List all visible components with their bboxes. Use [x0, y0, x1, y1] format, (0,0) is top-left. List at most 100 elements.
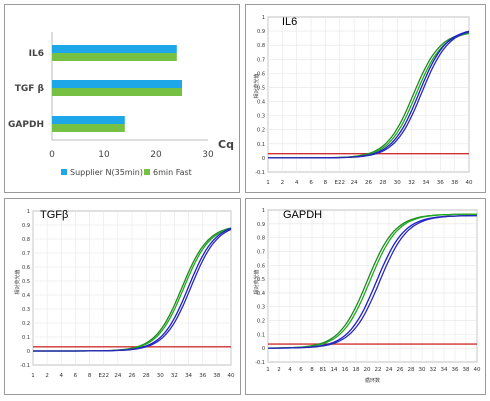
x-tick-label: 30	[419, 367, 426, 373]
y-tick-label: 0.1	[257, 332, 265, 338]
y-tick-label: 0.7	[257, 249, 265, 255]
x-tick-label: 1	[31, 373, 35, 379]
y-tick-label: 0.9	[257, 222, 265, 228]
tgfb-amplification-chart: -0.100.10.20.30.40.50.60.70.80.911 2 4 6 8 E2…	[14, 209, 235, 379]
x-tick-label: 4	[295, 180, 299, 186]
bar-fast-2	[52, 124, 125, 132]
y-tick-label: 0.7	[257, 57, 265, 63]
y-tick-label: 0	[27, 349, 30, 355]
x-tick-label: 20	[364, 367, 371, 373]
x-tick-label: 2	[277, 367, 281, 373]
x-tick-label: 38	[213, 373, 220, 379]
y-tick-label: 0	[262, 346, 265, 352]
x-axis-label: 循环数	[365, 377, 380, 384]
x-tick-label: 32	[430, 367, 437, 373]
bar-fast-1	[52, 88, 182, 96]
legend-swatch-1	[144, 169, 150, 175]
y-tick-label: 1	[262, 15, 265, 21]
bar-fast-0	[52, 53, 177, 61]
x-tick-label: 26	[397, 367, 404, 373]
x-tick-label: 38	[451, 180, 458, 186]
x-tick-label: 40	[228, 373, 235, 379]
y-tick-label: 0.8	[257, 236, 265, 242]
x-tick-label: 0	[49, 150, 55, 160]
y-tick-label: -0.1	[20, 363, 30, 369]
x-tick-label: 8	[310, 367, 314, 373]
legend-label: 6min Fast	[153, 168, 192, 177]
y-tick-label: 0.2	[257, 128, 265, 134]
x-tick-label: 6	[309, 180, 313, 186]
x-tick-label: 8	[88, 373, 92, 379]
x-tick-label: 30	[394, 180, 401, 186]
y-tick-label: 0.6	[257, 71, 265, 77]
y-axis-label: 相对荧光值	[253, 73, 260, 98]
y-tick-label: 0	[262, 156, 265, 162]
y-tick-label: 0.4	[22, 293, 30, 299]
x-tick-label: 40	[466, 180, 473, 186]
y-tick-label: 0.7	[22, 251, 30, 257]
y-tick-label: 0.2	[22, 321, 30, 327]
bar-supplier-1	[52, 80, 182, 88]
x-tick-label: 6	[299, 367, 303, 373]
amplification-curve-3	[268, 214, 478, 349]
chart-title: TGFβ	[40, 209, 68, 221]
y-tick-label: 0.6	[257, 263, 265, 269]
x-tick-label: 24	[114, 373, 121, 379]
amplification-curve-3	[268, 31, 470, 159]
x-tick-label: 34	[422, 180, 429, 186]
y-tick-label: 0.9	[22, 223, 30, 229]
x-tick-label: 14	[331, 367, 338, 373]
x-tick-label: 28	[408, 367, 415, 373]
x-tick-label: 36	[437, 180, 444, 186]
y-tick-label: 0.3	[257, 114, 265, 120]
x-tick-label: 10	[98, 150, 110, 160]
x-tick-label: 26	[129, 373, 136, 379]
x-tick-label: 32	[408, 180, 415, 186]
x-tick-label: 30	[157, 373, 164, 379]
y-tick-label: 0.5	[257, 85, 265, 91]
x-tick-label: 1	[266, 180, 270, 186]
x-tick-label: 38	[463, 367, 470, 373]
chart-title: IL6	[282, 16, 297, 28]
x-tick-label: 32	[171, 373, 178, 379]
bar-supplier-2	[52, 116, 125, 124]
x-tick-label: 20	[150, 150, 162, 160]
y-tick-label: 0.6	[22, 265, 30, 271]
y-tick-label: 0.3	[257, 305, 265, 311]
y-tick-label: -0.1	[255, 170, 265, 176]
x-tick-label: 36	[199, 373, 206, 379]
x-tick-label: 8	[324, 180, 328, 186]
y-tick-label: 1	[27, 209, 30, 215]
x-tick-label: E22	[335, 180, 345, 186]
category-label: GAPDH	[8, 120, 44, 130]
gapdh-amplification-chart: -0.100.10.20.30.40.50.60.70.80.911 2 4 6 8 81…	[253, 208, 481, 384]
x-tick-label: 34	[441, 367, 448, 373]
y-axis-label: 相对荧光值	[253, 269, 260, 294]
il6-amplification-chart: -0.100.10.20.30.40.50.60.70.80.911 2 4 6 8 E2…	[253, 15, 473, 186]
chart-title: GAPDH	[283, 209, 322, 221]
x-tick-label: 22	[375, 367, 382, 373]
y-tick-label: 1	[262, 208, 265, 214]
x-tick-label: 1	[266, 367, 270, 373]
x-tick-label: 81	[320, 367, 327, 373]
x-axis-label: Cq	[218, 138, 234, 151]
y-tick-label: 0.3	[22, 307, 30, 313]
y-tick-label: 0.8	[22, 237, 30, 243]
x-tick-label: 34	[185, 373, 192, 379]
bar-panel-frame	[4, 4, 240, 193]
legend-swatch-0	[61, 169, 67, 175]
x-tick-label: 18	[353, 367, 360, 373]
x-tick-label: 40	[474, 367, 481, 373]
x-tick-label: 36	[452, 367, 459, 373]
x-tick-label: 4	[60, 373, 64, 379]
y-tick-label: 0.2	[257, 319, 265, 325]
category-label: IL6	[29, 49, 44, 59]
x-tick-label: E22	[98, 373, 108, 379]
x-tick-label: 30	[202, 150, 214, 160]
y-axis-label: 相对荧光值	[14, 269, 21, 294]
y-tick-label: 0.4	[257, 291, 265, 297]
y-tick-label: 0.8	[257, 43, 265, 49]
y-tick-label: 0.5	[257, 277, 265, 283]
x-tick-label: 2	[45, 373, 49, 379]
